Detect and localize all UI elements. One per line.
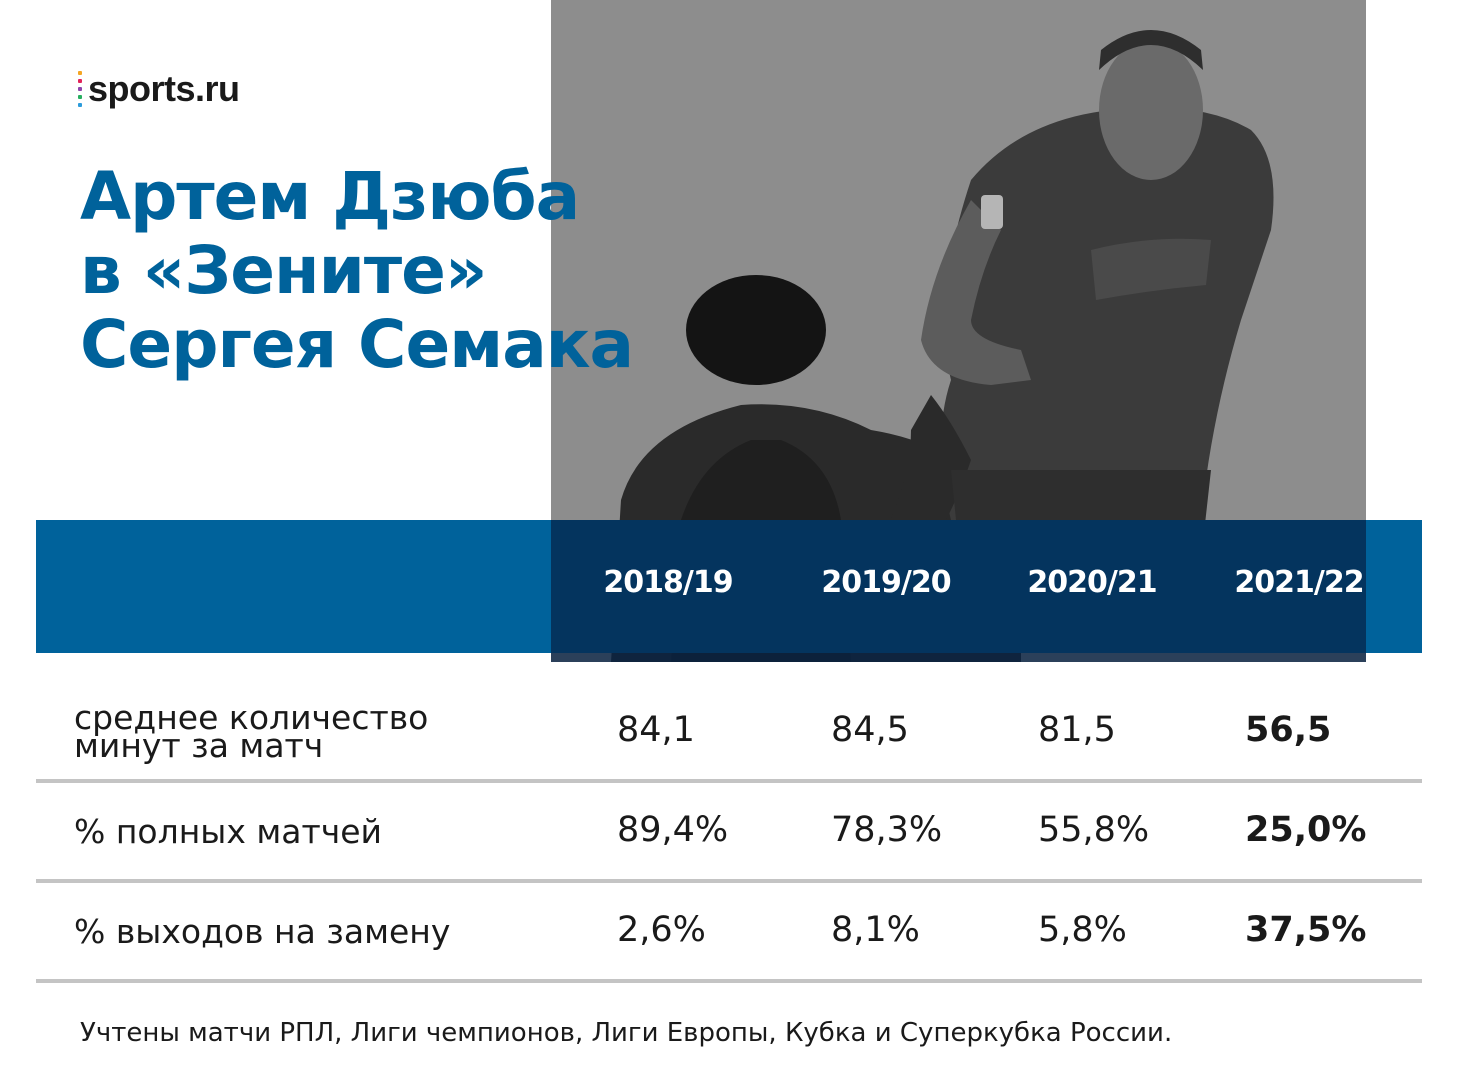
row-label-full-matches: % полных матчей [74,812,382,851]
title-line: Сергея Семака [80,306,634,383]
table-cell: 89,4% [617,810,729,850]
footnote: Учтены матчи РПЛ, Лиги чемпионов, Лиги Е… [80,1018,1173,1048]
logo-dot [78,95,82,99]
logo-dot [78,87,82,91]
column-header: 2018/19 [603,565,733,600]
table-cell: 2,6% [617,910,706,950]
page-title: Артем Дзюба в «Зените» Сергея Семака [80,158,634,383]
logo-dots-icon [78,71,82,107]
column-header: 2021/22 [1234,565,1364,600]
player-photo [551,0,1366,662]
row-label-line: среднее количество [74,698,429,737]
photo-illustration [551,0,1366,662]
title-line: в «Зените» [80,232,488,309]
column-header: 2019/20 [821,565,951,600]
logo-dot [78,79,82,83]
logo-text: sports.ru [88,68,240,109]
sports-ru-logo: sports.ru [78,66,240,112]
row-divider [36,979,1422,983]
table-header-overlay [551,520,1366,662]
column-header: 2020/21 [1027,565,1157,600]
row-label-substitutions: % выходов на замену [74,912,450,951]
row-label-line: % выходов на замену [74,912,451,951]
table-cell: 8,1% [831,910,920,950]
table-cell: 81,5 [1038,710,1116,750]
title-line: Артем Дзюба [80,158,580,235]
table-cell-highlight: 56,5 [1245,710,1332,750]
row-label-line: % полных матчей [74,812,382,851]
table-cell: 84,5 [831,710,909,750]
row-label-avg-minutes: среднее количество минут за матч [74,698,429,765]
logo-dot [78,71,82,75]
row-label-line: минут за матч [74,726,324,765]
row-divider [36,879,1422,883]
table-cell: 55,8% [1038,810,1150,850]
logo-dot [78,103,82,107]
table-cell: 78,3% [831,810,943,850]
table-cell: 84,1 [617,710,695,750]
row-divider [36,779,1422,783]
table-cell-highlight: 25,0% [1245,810,1367,850]
table-cell-highlight: 37,5% [1245,910,1367,950]
table-cell: 5,8% [1038,910,1127,950]
